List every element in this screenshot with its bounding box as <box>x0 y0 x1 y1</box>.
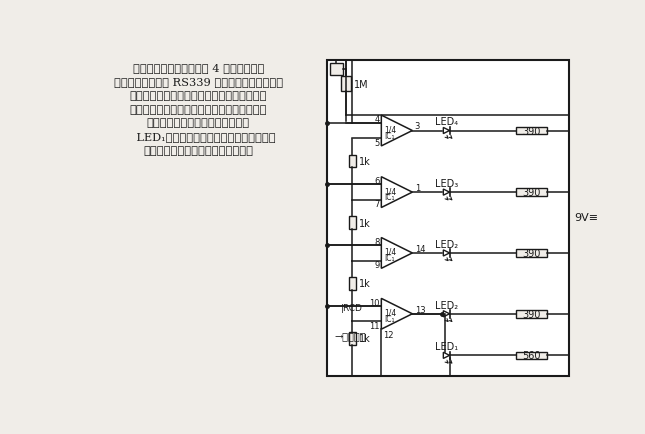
Text: 5: 5 <box>375 138 380 147</box>
Text: 390: 390 <box>522 126 541 136</box>
Text: 13: 13 <box>415 305 425 314</box>
Polygon shape <box>381 178 412 208</box>
Bar <box>330 64 342 76</box>
Bar <box>516 352 547 359</box>
Text: 9: 9 <box>375 260 380 270</box>
Polygon shape <box>443 190 450 196</box>
Text: |RCD: |RCD <box>341 303 363 312</box>
Text: LED₁是零点电压指示发光二极管，作为该: LED₁是零点电压指示发光二极管，作为该 <box>122 132 275 142</box>
Bar <box>516 127 547 135</box>
Text: 1k: 1k <box>359 279 371 289</box>
Text: 560: 560 <box>522 351 541 361</box>
Text: 8: 8 <box>374 237 380 247</box>
Polygon shape <box>381 238 412 269</box>
Text: 6: 6 <box>374 177 380 186</box>
Text: 9V≡: 9V≡ <box>574 212 599 222</box>
Text: 390: 390 <box>522 187 541 197</box>
Text: 3: 3 <box>415 122 420 131</box>
Text: 1: 1 <box>415 184 420 193</box>
Polygon shape <box>381 116 412 147</box>
Bar <box>516 310 547 318</box>
Bar <box>341 77 351 92</box>
Text: 390: 390 <box>522 309 541 319</box>
Text: 1k: 1k <box>359 218 371 228</box>
Text: 12: 12 <box>383 330 393 339</box>
Text: 电路的电压参考点，它总是导通的。: 电路的电压参考点，它总是导通的。 <box>143 146 253 156</box>
Text: 压超过某一比较器的参考电压时，该比较器以: 压超过某一比较器的参考电压时，该比较器以 <box>130 91 267 100</box>
Bar <box>327 61 569 376</box>
Polygon shape <box>443 311 450 317</box>
Text: 7: 7 <box>374 200 380 209</box>
Polygon shape <box>443 128 450 134</box>
Text: 1/4: 1/4 <box>384 308 396 317</box>
Polygon shape <box>381 299 412 329</box>
Text: 390: 390 <box>522 248 541 258</box>
Text: 1k: 1k <box>359 334 371 344</box>
Text: IC₁: IC₁ <box>384 253 395 263</box>
Text: IC₁: IC₁ <box>384 314 395 323</box>
Text: 10: 10 <box>370 298 380 307</box>
Text: 1/4: 1/4 <box>384 247 396 256</box>
Bar <box>516 189 547 197</box>
Bar <box>349 278 356 290</box>
Bar <box>349 217 356 229</box>
Text: IC₁: IC₁ <box>384 132 395 140</box>
Bar <box>516 250 547 257</box>
Text: 14: 14 <box>415 244 425 253</box>
Bar <box>349 332 356 345</box>
Text: 11: 11 <box>370 321 380 330</box>
Polygon shape <box>443 250 450 256</box>
Text: 4: 4 <box>375 115 380 124</box>
Text: 1/4: 1/4 <box>384 125 396 134</box>
Text: 1k: 1k <box>359 157 371 167</box>
Polygon shape <box>443 352 450 358</box>
Text: LED₂: LED₂ <box>435 300 458 310</box>
Text: LED₁: LED₁ <box>435 341 458 351</box>
Text: →输入电压: →输入电压 <box>335 331 366 340</box>
Text: 及它下面的比较器都输出低电平，相应的发光: 及它下面的比较器都输出低电平，相应的发光 <box>130 104 267 114</box>
Text: IC₁: IC₁ <box>384 193 395 202</box>
Text: LED₄: LED₄ <box>435 117 458 127</box>
Text: 别的电压，电路中 RS339 是四比较器。当输入电: 别的电压，电路中 RS339 是四比较器。当输入电 <box>114 77 283 87</box>
Text: LED₃: LED₃ <box>435 178 458 188</box>
Text: 1/4: 1/4 <box>384 187 396 196</box>
Bar <box>349 156 356 168</box>
Text: 管发光，指示出输入电压的高低。: 管发光，指示出输入电压的高低。 <box>147 118 250 128</box>
Text: LED₂: LED₂ <box>435 239 458 249</box>
Text: 1M: 1M <box>354 79 369 89</box>
Text: 本电路用发光二极管指示 4 个不同电平级: 本电路用发光二极管指示 4 个不同电平级 <box>133 63 264 73</box>
